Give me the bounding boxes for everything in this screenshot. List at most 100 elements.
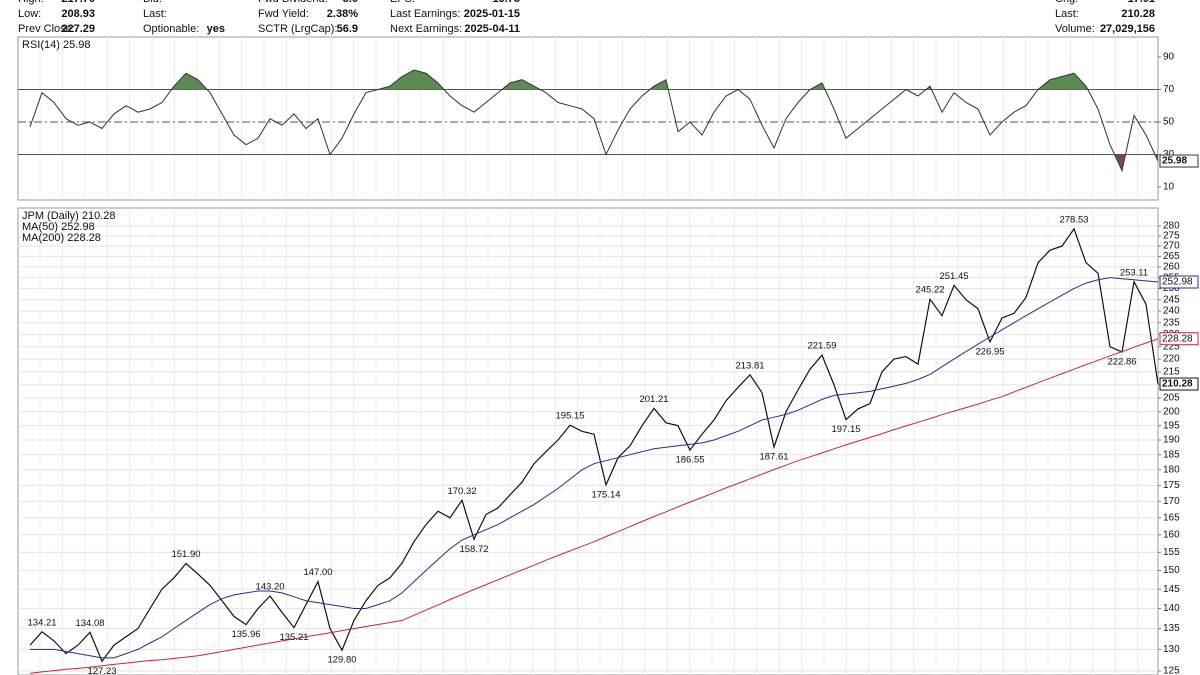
annotation: 158.72: [459, 544, 488, 555]
header-label: Fwd Yield:: [258, 8, 309, 20]
y-tick-label: 135: [1163, 623, 1180, 634]
series-line: [29, 338, 1159, 674]
y-tick-label: 265: [1163, 251, 1180, 262]
header-value: 2025-01-15: [464, 8, 520, 20]
annotation: 129.80: [327, 655, 356, 666]
legend-entry: MA(200) 228.28: [22, 232, 101, 244]
y-tick-label: 275: [1163, 231, 1180, 242]
last-value-label: 252.98: [1162, 277, 1193, 288]
series-line: [29, 227, 1159, 663]
y-tick-label: 220: [1163, 354, 1180, 365]
overbought-fill: [30, 69, 1158, 90]
last-value-label: 210.28: [1162, 379, 1193, 390]
annotation: 127.23: [87, 666, 116, 675]
header-label: Fwd Dividend:: [258, 0, 328, 5]
header-value: 227.29: [61, 23, 95, 35]
annotation: 222.86: [1107, 356, 1136, 367]
header-label: Last Earnings:: [390, 8, 460, 20]
y-tick-label: 175: [1163, 480, 1180, 491]
annotation: 251.45: [939, 271, 968, 282]
y-tick-label: 260: [1163, 262, 1180, 273]
annotation: 147.00: [303, 567, 332, 578]
last-value-box: [1159, 332, 1199, 346]
y-tick-label: 165: [1163, 512, 1180, 523]
header-value: 19.75: [492, 0, 520, 5]
annotation: 135.21: [279, 632, 308, 643]
annotation: 221.59: [807, 341, 836, 352]
last-value-box: [1159, 275, 1199, 289]
y-tick-label: 200: [1163, 406, 1180, 417]
last-value-label: 25.98: [1162, 156, 1187, 167]
y-tick-label: 130: [1163, 644, 1180, 655]
annotation: 197.15: [831, 424, 860, 435]
header-label: Volume:: [1055, 23, 1095, 35]
header-value: yes: [207, 23, 225, 35]
panel: 125 130 135 140 145 150 155 160 165 170 175 180 185 1…: [17, 207, 1199, 675]
y-tick-label: 180: [1163, 464, 1180, 475]
panel-frame: [17, 207, 1159, 675]
legend-entry: MA(50) 252.98: [22, 221, 95, 233]
header-value: 208.93: [61, 8, 95, 20]
y-tick-label: 195: [1163, 420, 1180, 431]
header-label: Bid:: [143, 0, 162, 5]
y-tick-label: 155: [1163, 547, 1180, 558]
header-value: 210.28: [1121, 8, 1155, 20]
annotation: 134.21: [27, 617, 56, 628]
header-label: Chg:: [1055, 0, 1078, 5]
y-tick-label: 145: [1163, 584, 1180, 595]
last-value-label: 228.28: [1162, 333, 1193, 344]
annotation: 201.21: [639, 394, 668, 405]
y-tick-label: 90: [1163, 52, 1175, 63]
header-label: Low:: [18, 8, 41, 20]
legend-entry: RSI(14) 25.98: [22, 39, 90, 51]
y-tick-label: 150: [1163, 565, 1180, 576]
y-tick-label: 160: [1163, 529, 1180, 540]
header-label: Optionable:: [143, 23, 199, 35]
series-line: [30, 277, 1159, 659]
annotation: 170.32: [447, 486, 476, 497]
y-tick-label: 140: [1163, 603, 1180, 614]
y-tick-label: 225: [1163, 341, 1180, 352]
annotation: 151.90: [171, 549, 200, 560]
header-value: 27,029,156: [1100, 23, 1155, 35]
series-line: [29, 69, 1159, 173]
annotation: 143.20: [255, 582, 284, 593]
header-value: -17.01: [1124, 0, 1155, 5]
legend-entry: JPM (Daily) 210.28: [22, 210, 116, 222]
annotation: 187.61: [759, 451, 788, 462]
header-label: Prev Close:: [18, 23, 75, 35]
annotation: 253.11: [1120, 267, 1148, 278]
annotation: 213.81: [735, 360, 764, 371]
y-tick-label: 235: [1163, 317, 1180, 328]
y-tick-label: 205: [1163, 393, 1180, 404]
y-tick-label: 70: [1163, 84, 1175, 95]
y-tick-label: 125: [1163, 666, 1180, 675]
annotation: 134.08: [75, 618, 104, 629]
panel-frame: [17, 36, 1159, 201]
y-tick-label: 270: [1163, 241, 1180, 252]
y-tick-label: 170: [1163, 496, 1180, 507]
y-tick-label: 190: [1163, 435, 1180, 446]
last-value-box: [1159, 154, 1199, 168]
annotation: 186.55: [675, 455, 704, 466]
annotation: 278.53: [1059, 214, 1088, 225]
header-label: Last:: [143, 8, 167, 20]
y-tick-label: 215: [1163, 366, 1180, 377]
last-value-box: [1159, 377, 1199, 391]
y-tick-label: 250: [1163, 283, 1180, 294]
header-label: SCTR (LrgCap):: [258, 23, 337, 35]
header-value: 2025-04-11: [464, 23, 520, 35]
y-tick-label: 50: [1163, 117, 1175, 128]
header-label: High:: [18, 0, 44, 5]
y-tick-label: 10: [1163, 182, 1175, 193]
header-value: 217.70: [61, 0, 95, 5]
annotation: 175.14: [591, 489, 620, 500]
y-tick-label: 280: [1163, 221, 1180, 232]
header-label: Last:: [1055, 8, 1079, 20]
annotation: 135.96: [231, 629, 260, 640]
header-value: 2.38%: [327, 8, 358, 20]
annotation: 195.15: [555, 411, 584, 422]
header-value: 5.0: [343, 0, 358, 5]
